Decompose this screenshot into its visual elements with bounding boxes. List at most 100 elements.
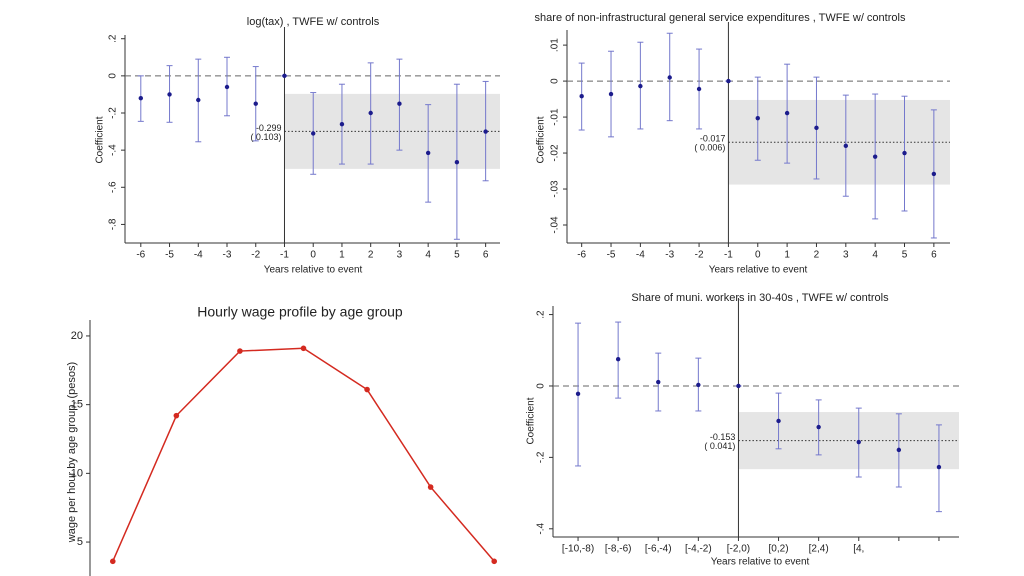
y-tick-label: 0 <box>550 78 561 84</box>
y-tick-label: -.01 <box>550 108 561 126</box>
y-tick-label: 10 <box>71 467 83 479</box>
x-tick-label: -3 <box>665 250 674 261</box>
y-axis-label: Coefficient <box>95 116 106 163</box>
y-tick-label: 20 <box>71 330 83 342</box>
chart-title: Hourly wage profile by age group <box>197 304 403 320</box>
y-tick-label: .2 <box>108 34 119 43</box>
point <box>579 94 584 99</box>
y-tick-label: -.6 <box>108 181 119 193</box>
x-tick-label: -1 <box>280 250 289 261</box>
point <box>368 110 373 116</box>
point <box>638 83 643 89</box>
point <box>931 171 937 177</box>
y-tick-label: .2 <box>536 310 547 319</box>
point <box>696 382 701 388</box>
ate-label: -0.299 <box>256 123 282 133</box>
chart-title: log(tax) , TWFE w/ controls <box>247 16 380 28</box>
y-tick-label: .01 <box>550 38 561 52</box>
x-tick-label: [-10,-8) <box>562 544 594 555</box>
se-label: ( 0.041) <box>704 441 735 451</box>
confidence-band <box>738 412 959 470</box>
point <box>364 386 370 393</box>
point <box>615 356 621 362</box>
se-label: ( 0.006) <box>694 143 725 153</box>
point <box>816 424 821 430</box>
y-axis-label: Coefficient <box>536 116 547 163</box>
x-tick-label: -5 <box>607 250 616 261</box>
point <box>656 379 661 385</box>
point <box>784 110 790 116</box>
x-tick-label: 6 <box>483 250 489 261</box>
point <box>109 558 116 565</box>
y-axis-label: wage per hour by age group, (pesos) <box>66 362 78 543</box>
point <box>856 439 861 445</box>
y-tick-label: -.2 <box>108 107 119 119</box>
point <box>608 91 614 97</box>
point <box>224 84 230 90</box>
se-label: ( 0.103) <box>250 132 281 142</box>
point <box>454 160 460 165</box>
point <box>872 154 878 159</box>
point <box>311 131 316 136</box>
y-tick-label: 0 <box>536 383 547 389</box>
point <box>736 383 741 389</box>
point <box>427 484 434 490</box>
ate-label: -0.017 <box>700 134 726 144</box>
x-tick-label: 0 <box>755 250 761 261</box>
point <box>936 464 942 470</box>
x-tick-label: 5 <box>454 250 460 261</box>
point <box>755 115 760 121</box>
x-axis-label: Years relative to event <box>264 265 363 276</box>
point <box>575 391 581 397</box>
point <box>237 348 243 354</box>
point <box>726 78 731 84</box>
x-tick-label: -5 <box>165 250 174 261</box>
x-tick-label: 1 <box>339 250 345 261</box>
x-tick-label: 1 <box>784 250 790 261</box>
x-tick-label: 0 <box>310 250 316 261</box>
confidence-band <box>728 99 950 185</box>
x-tick-label: -2 <box>695 250 704 261</box>
chart-title: share of non-infrastructural general ser… <box>535 12 906 24</box>
x-tick-label: 4 <box>872 250 878 261</box>
x-tick-label: -6 <box>136 250 145 261</box>
point <box>173 412 180 419</box>
x-tick-label: [-2,0) <box>727 544 750 555</box>
x-tick-label: -1 <box>724 250 733 261</box>
x-tick-label: 2 <box>368 250 374 261</box>
point <box>896 447 902 453</box>
x-tick-label: -3 <box>223 250 232 261</box>
point <box>902 150 907 156</box>
x-tick-label: -2 <box>251 250 260 261</box>
y-tick-label: -.8 <box>108 218 119 230</box>
point <box>843 143 849 149</box>
y-tick-label: -.03 <box>550 180 561 198</box>
y-tick-label: 0 <box>108 73 119 79</box>
ate-label: -0.153 <box>710 432 736 442</box>
x-tick-label: [2,4) <box>809 544 829 555</box>
y-tick-label: -.4 <box>108 144 119 156</box>
y-axis-label: Coefficient <box>526 397 537 444</box>
point <box>491 558 498 565</box>
y-tick-label: -.02 <box>550 144 561 162</box>
x-tick-label: -6 <box>577 250 586 261</box>
point <box>138 95 144 101</box>
point <box>814 125 819 131</box>
x-tick-label: 6 <box>931 250 937 261</box>
point <box>696 86 702 92</box>
point <box>667 75 672 80</box>
x-tick-label: [0,2) <box>769 544 789 555</box>
x-tick-label: 2 <box>814 250 820 261</box>
y-tick-label: -.2 <box>536 451 547 463</box>
x-tick-label: [-4,-2) <box>685 544 712 555</box>
point <box>776 418 781 424</box>
point <box>253 101 258 106</box>
x-tick-label: 3 <box>397 250 403 261</box>
point <box>483 129 488 134</box>
x-tick-label: [-8,-6) <box>605 544 632 555</box>
x-tick-label: 3 <box>843 250 849 261</box>
chart-title: Share of muni. workers in 30-40s , TWFE … <box>631 292 889 304</box>
x-tick-label: -4 <box>194 250 203 261</box>
x-tick-label: -4 <box>636 250 645 261</box>
